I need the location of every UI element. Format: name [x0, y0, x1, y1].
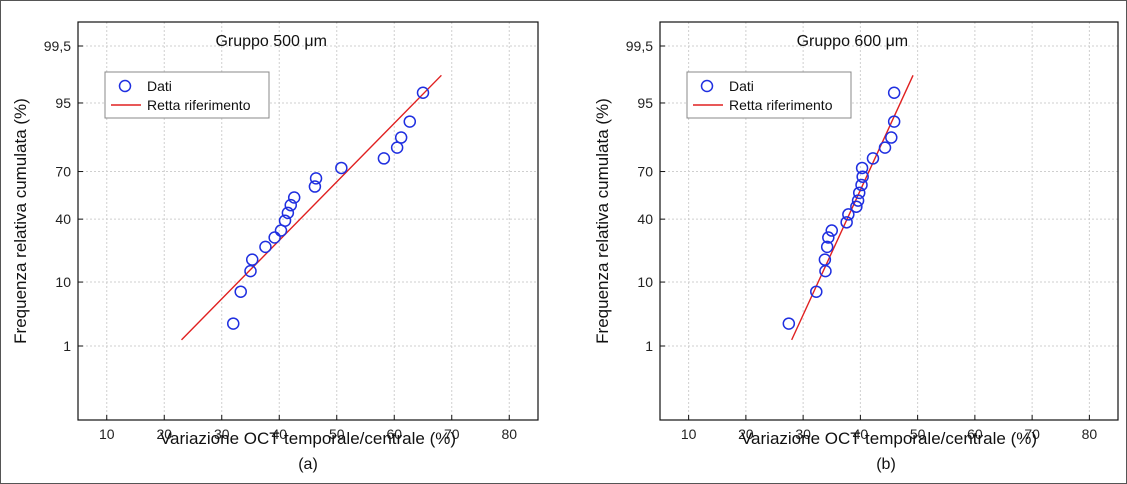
x-tick-label: 80 [1082, 426, 1098, 442]
x-tick-label: 40 [853, 426, 869, 442]
y-tick-label: 10 [55, 274, 71, 290]
panel-caption: (a) [298, 456, 318, 473]
data-point [394, 131, 408, 144]
x-tick-label: 60 [386, 426, 402, 442]
data-point [377, 152, 391, 165]
data-point [855, 178, 868, 192]
x-tick-label: 30 [795, 426, 811, 442]
data-point [820, 240, 834, 254]
data-point [842, 208, 855, 221]
data-point [887, 86, 901, 99]
plot-area-border [659, 21, 1119, 421]
data-point [885, 131, 898, 144]
data-point [309, 172, 323, 185]
data-point [268, 231, 281, 244]
y-tick-label: 95 [637, 95, 653, 111]
legend-box [104, 71, 270, 119]
x-tick-label: 40 [271, 426, 287, 442]
data-point [840, 216, 853, 229]
x-tick-label: 30 [214, 426, 230, 442]
y-tick-label: 40 [637, 211, 653, 227]
legend-label-dati: Dati [729, 78, 754, 94]
data-point [856, 170, 869, 183]
data-point [866, 152, 880, 165]
chart-panel-2: 10 20 30 40 50 60 70 80 1 10 40 70 95 99,5 Variazione … [593, 21, 1119, 473]
x-tick-label: 10 [99, 426, 115, 442]
data-point [245, 253, 259, 266]
data-point [287, 191, 301, 204]
data-point [281, 206, 295, 220]
legend-box [686, 71, 852, 119]
y-tick-label: 70 [637, 164, 653, 180]
y-axis-label: Frequenza relativa cumulata (%) [593, 98, 612, 344]
x-tick-label: 60 [967, 426, 983, 442]
data-point [810, 285, 823, 298]
legend-label-retta: Retta riferimento [147, 97, 251, 113]
legend-label-retta: Retta riferimento [729, 97, 833, 113]
x-tick-label: 10 [681, 426, 697, 442]
chart-panel-1: 10 20 30 40 50 60 70 80 1 10 40 70 95 99,5 Variazione … [11, 21, 539, 473]
data-point [284, 198, 297, 212]
x-tick-label: 80 [501, 426, 517, 442]
y-tick-label: 40 [55, 211, 71, 227]
data-point [416, 86, 430, 99]
plot-area-border [77, 21, 539, 421]
x-tick-label: 50 [329, 426, 345, 442]
data-point [782, 317, 796, 330]
data-point [234, 285, 247, 298]
legend: Dati Retta riferimento [104, 71, 270, 119]
x-tick-label: 70 [444, 426, 460, 442]
x-axis-label: Variazione OCT temporale/centrale (%) [160, 429, 456, 448]
y-tick-label: 99,5 [44, 38, 71, 54]
data-point [818, 253, 832, 266]
data-point [851, 194, 865, 207]
data-point [855, 161, 869, 175]
legend-marker-dati [118, 79, 132, 93]
reference-line [181, 74, 442, 341]
data-point [308, 180, 322, 193]
x-tick-label: 50 [910, 426, 926, 442]
x-tick-label: 20 [738, 426, 754, 442]
data-point [825, 224, 838, 237]
data-point [887, 115, 901, 128]
legend-label-dati: Dati [147, 78, 172, 94]
x-tick-label: 20 [156, 426, 172, 442]
y-tick-label: 95 [55, 95, 71, 111]
chart-title: Gruppo 500 μm [215, 33, 327, 50]
chart-title: Gruppo 600 μm [797, 33, 909, 50]
y-tick-label: 1 [645, 338, 653, 354]
data-point [822, 231, 835, 244]
data-point [278, 214, 292, 227]
x-axis-label: Variazione OCT temporale/centrale (%) [741, 429, 1037, 448]
legend-marker-dati [700, 79, 714, 93]
data-point [259, 240, 272, 254]
panel-caption: (b) [876, 456, 896, 473]
y-tick-label: 70 [55, 164, 71, 180]
data-point [850, 200, 863, 213]
data-point [878, 141, 892, 154]
y-axis-label: Frequenza relativa cumulata (%) [11, 98, 30, 344]
legend: Dati Retta riferimento [686, 71, 852, 119]
x-tick-label: 70 [1024, 426, 1040, 442]
data-point [852, 186, 866, 200]
y-tick-label: 1 [63, 338, 71, 354]
y-tick-label: 10 [637, 274, 653, 290]
y-tick-label: 99,5 [626, 38, 653, 54]
data-point [244, 264, 257, 278]
data-point [403, 115, 417, 128]
data-point [227, 317, 240, 330]
data-point [335, 161, 348, 175]
